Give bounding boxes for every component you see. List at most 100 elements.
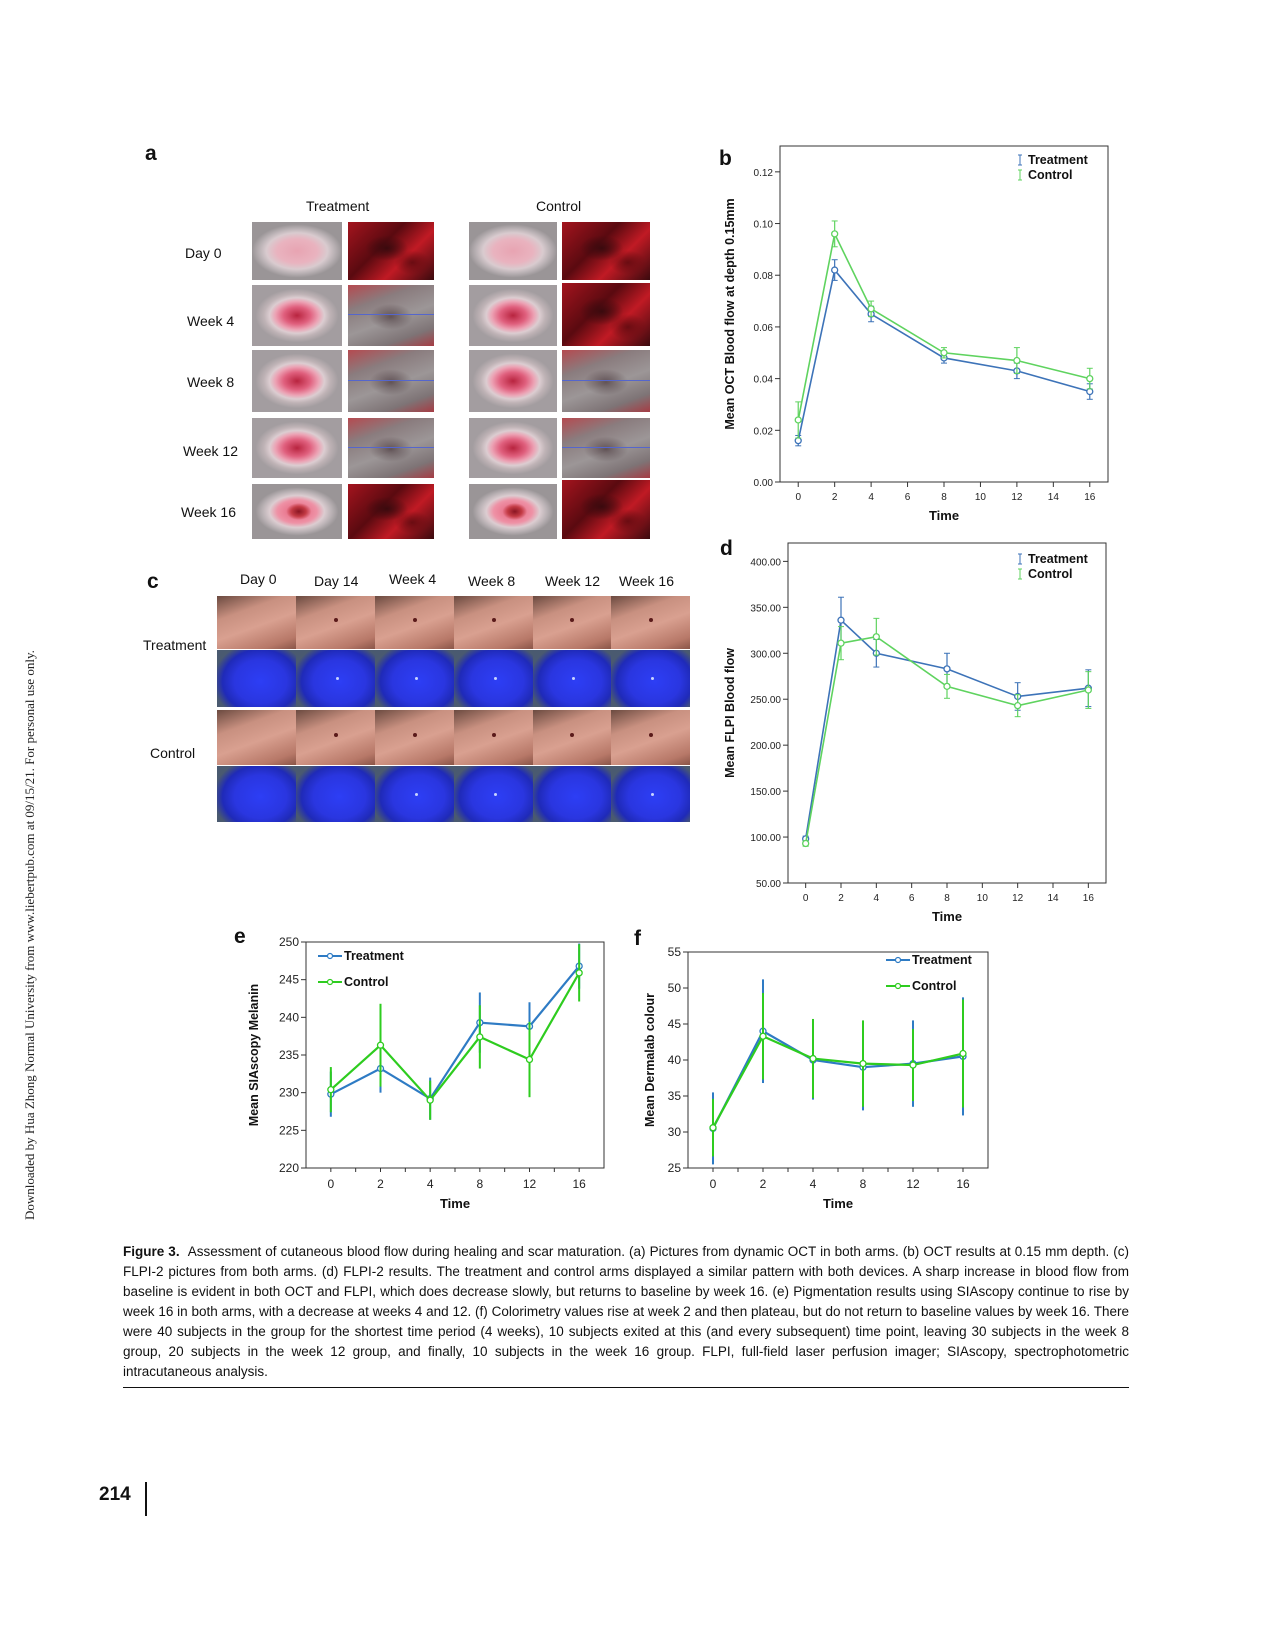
chart-f-x-tick-label: 8 [860, 1177, 867, 1191]
flpi-photo-treatment-week16 [611, 596, 690, 649]
chart-d-x-tick-label: 6 [909, 893, 915, 904]
chart-b-y-axis-label: Mean OCT Blood flow at depth 0.15mm [723, 198, 737, 429]
chart-b-x-tick-label: 14 [1048, 492, 1060, 503]
chart-d-series-control-point [802, 839, 810, 848]
chart-b-y-tick-label: 0.10 [754, 220, 774, 231]
chart-b-series-control-point [867, 305, 875, 313]
chart-e-legend-treatment-label: Treatment [344, 949, 405, 963]
chart-d-plot-frame [787, 542, 1107, 884]
panel-a-row-label: Week 4 [187, 313, 235, 329]
oct-image-treatment-week4 [348, 285, 434, 346]
chart-e-x-tick-label: 8 [476, 1177, 483, 1191]
chart-d-y-tick-label: 200.00 [750, 741, 781, 752]
chart-e-x-tick-label: 0 [327, 1177, 334, 1191]
chart-b-x-tick-label: 4 [868, 492, 874, 503]
oct-image-control-week16 [562, 480, 650, 539]
chart-f-series-treatment-line [712, 1029, 964, 1129]
flpi-map-treatment-week4 [375, 650, 454, 707]
chart-d-series-control-point [1014, 701, 1022, 710]
chart-d-series-control-point [943, 682, 951, 691]
panel-letter-f: f [634, 927, 641, 950]
chart-b-series-control-point [831, 230, 839, 238]
chart-d-x-tick-label: 12 [1012, 893, 1024, 904]
page-number-divider [145, 1482, 147, 1516]
flpi-photo-treatment-week4 [375, 596, 454, 649]
panel-c-column-label: Week 12 [545, 573, 600, 589]
chart-d-x-tick-label: 10 [977, 893, 989, 904]
oct-photo-control-day0 [469, 222, 557, 280]
chart-f-dermalab-colour: 25 30 35 40 45 50 55 0 2 4 8 12 16 Time Mean Dermalab … [643, 945, 989, 1211]
chart-f-y-tick-label: 55 [668, 945, 682, 959]
chart-f-x-tick-label: 0 [710, 1177, 717, 1191]
chart-f-series-control-line [712, 1034, 964, 1129]
chart-e-x-tick-label: 16 [572, 1177, 586, 1191]
flpi-map-treatment-week8 [454, 650, 533, 707]
flpi-photo-treatment-day0 [217, 596, 296, 649]
chart-e-series-control-point [376, 1041, 385, 1049]
chart-d-y-axis-label: Mean FLPI Blood flow [723, 648, 737, 778]
flpi-map-treatment-week12 [533, 650, 611, 707]
panel-c-column-label: Week 8 [468, 573, 516, 589]
chart-b-legend-treatment-label: Treatment [1028, 153, 1089, 167]
chart-e-y-tick-label: 225 [279, 1123, 299, 1137]
chart-d-y-tick-label: 400.00 [750, 557, 781, 568]
panel-c-column-label: Day 0 [240, 571, 277, 587]
chart-d-x-tick-label: 0 [803, 893, 809, 904]
chart-f-y-tick-label: 40 [668, 1053, 682, 1067]
chart-b-y-tick-label: 0.04 [754, 375, 774, 386]
chart-f-legend-treatment-marker-dot [894, 956, 902, 964]
flpi-photo-treatment-day14 [296, 596, 375, 649]
chart-b-series-control-point [940, 349, 948, 357]
oct-photo-control-week16 [469, 484, 557, 539]
chart-d-x-tick-label: 14 [1047, 893, 1059, 904]
chart-e-legend-control-marker-dot [326, 978, 334, 986]
chart-b-series-control-point [794, 416, 802, 424]
chart-f-series-control-point [859, 1059, 867, 1068]
chart-f-y-tick-label: 25 [668, 1161, 682, 1175]
chart-f-y-tick-label: 35 [668, 1089, 682, 1103]
chart-b-series-treatment-line [797, 268, 1090, 441]
chart-d-x-tick-label: 16 [1083, 893, 1095, 904]
chart-f-legend-control-marker-dot [894, 982, 902, 990]
chart-e-series-control-line [330, 972, 581, 1102]
chart-b-series-control-point [1013, 356, 1021, 365]
oct-photo-control-week12 [469, 418, 557, 478]
chart-b-y-tick-label: 0.12 [754, 168, 774, 179]
panel-letter-e: e [234, 925, 246, 948]
chart-e-siascopy-melanin: 220 225 230 235 240 245 250 0 2 4 8 12 16 Time Mean SI… [247, 935, 605, 1211]
chart-e-series-control-point [525, 1055, 534, 1064]
chart-e-x-axis-label: Time [440, 1196, 470, 1211]
flpi-map-control-week8 [454, 766, 533, 822]
flpi-photo-treatment-week12 [533, 596, 611, 649]
oct-photo-control-week8 [469, 350, 557, 412]
chart-d-y-tick-label: 250.00 [750, 695, 781, 706]
chart-e-series-control-point [327, 1086, 335, 1094]
oct-photo-control-week4 [469, 285, 557, 346]
flpi-photo-control-day14 [296, 710, 375, 765]
flpi-photo-control-week4 [375, 710, 454, 765]
chart-d-y-tick-label: 300.00 [750, 649, 781, 660]
chart-b-x-tick-label: 16 [1084, 492, 1096, 503]
flpi-photo-control-week8 [454, 710, 533, 765]
chart-d-x-tick-label: 4 [874, 893, 880, 904]
chart-b-x-tick-label: 10 [975, 492, 987, 503]
caption-lead: Figure 3. [123, 1244, 180, 1259]
chart-b-series-control-line [797, 231, 1090, 421]
chart-e-y-tick-label: 230 [279, 1086, 299, 1100]
chart-f-x-tick-label: 16 [956, 1177, 970, 1191]
flpi-photo-treatment-week8 [454, 596, 533, 649]
panel-a-row-label: Week 12 [183, 443, 238, 459]
panel-a-column-label: Treatment [306, 198, 370, 214]
chart-e-y-tick-label: 220 [279, 1161, 299, 1175]
chart-e-x-tick-label: 2 [377, 1177, 384, 1191]
chart-e-y-tick-label: 245 [279, 973, 299, 987]
chart-f-legend-treatment-label: Treatment [912, 953, 973, 967]
panel-c-row-label: Control [150, 745, 196, 761]
oct-image-control-week4 [562, 283, 650, 346]
chart-b-y-tick-label: 0.08 [754, 271, 774, 282]
chart-d-series-control-line [804, 635, 1089, 844]
chart-f-x-tick-label: 2 [760, 1177, 767, 1191]
chart-d-y-tick-label: 50.00 [756, 879, 781, 890]
chart-f-series-control-point [709, 1124, 717, 1132]
flpi-photo-control-day0 [217, 710, 296, 765]
